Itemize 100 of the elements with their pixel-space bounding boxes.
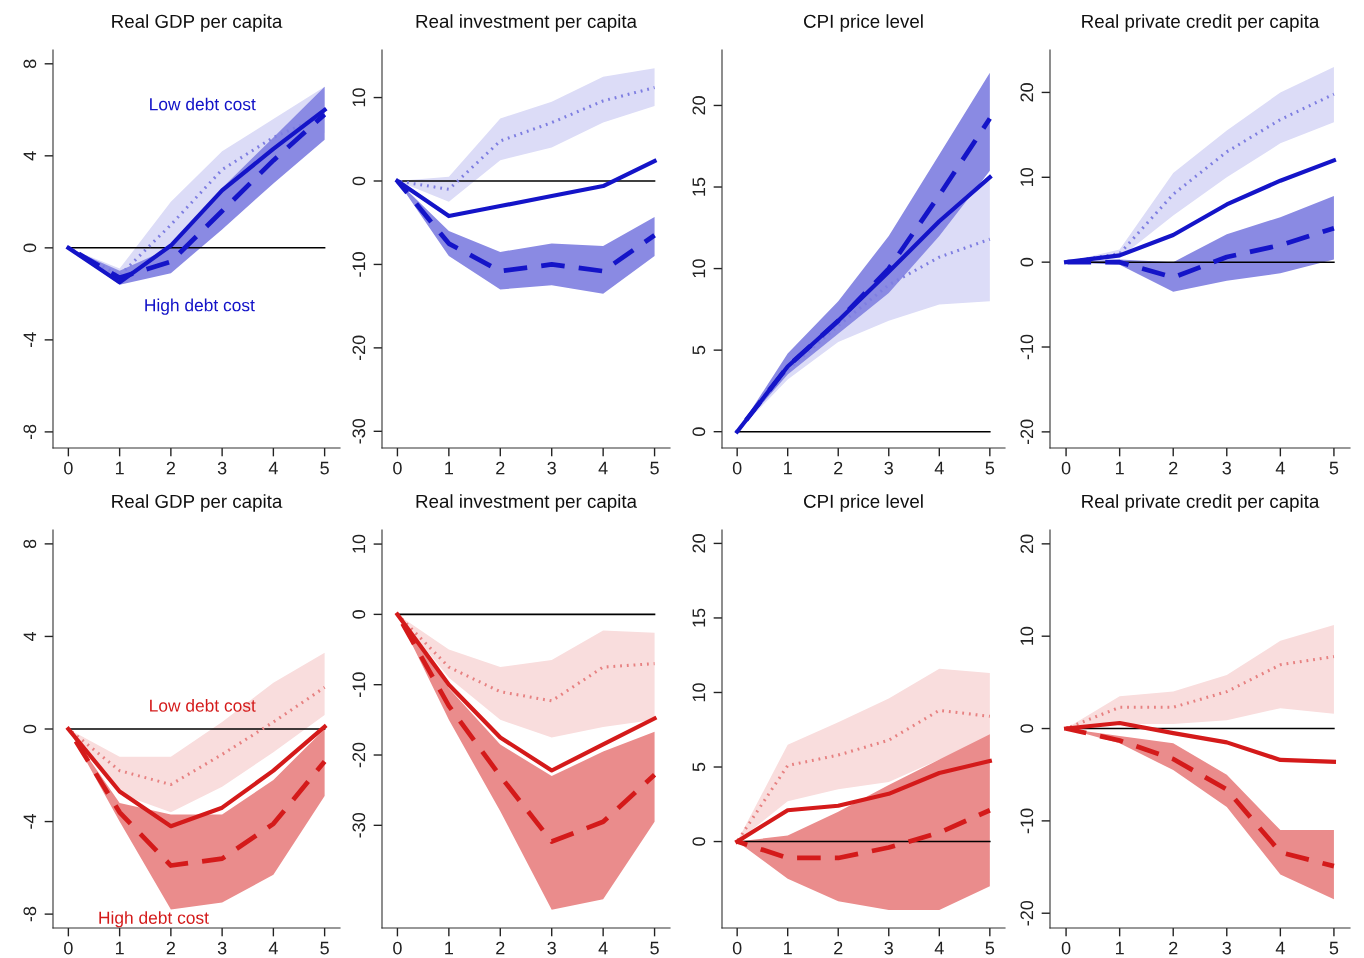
annotation: High debt cost <box>145 298 255 315</box>
x-tick-label: 1 <box>1116 941 1124 955</box>
y-tick-label: -8 <box>23 906 37 922</box>
chart-title: Real GDP per capita <box>112 14 283 32</box>
chart-title: Real investment per capita <box>416 494 637 512</box>
x-tick-label: 1 <box>445 461 453 475</box>
x-tick-label: 3 <box>547 461 556 475</box>
y-tick-label: 8 <box>23 59 37 69</box>
x-tick-label: 4 <box>268 941 278 955</box>
x-tick-label: 5 <box>650 941 659 955</box>
y-tick-label: 10 <box>692 259 706 278</box>
x-tick-label: 3 <box>547 941 556 955</box>
x-tick-label: 4 <box>1275 461 1285 475</box>
x-tick-label: 5 <box>1329 461 1339 475</box>
y-tick-label: -30 <box>352 418 366 444</box>
y-tick-label: -4 <box>23 814 37 829</box>
x-tick-label: 5 <box>650 461 659 475</box>
chart-title: CPI price level <box>804 14 923 32</box>
chart-title: Real private credit per capita <box>1082 14 1320 32</box>
y-tick-label: 0 <box>23 724 37 734</box>
y-tick-label: 0 <box>23 243 37 253</box>
x-tick-label: 1 <box>784 941 792 955</box>
x-tick-label: 2 <box>166 941 175 955</box>
x-tick-label: 3 <box>884 461 893 475</box>
chart-title: Real investment per capita <box>416 14 637 32</box>
y-tick-label: -20 <box>352 742 366 768</box>
y-tick-label: 15 <box>692 608 706 627</box>
y-tick-label: 8 <box>23 539 37 549</box>
x-tick-label: 4 <box>598 461 608 475</box>
x-tick-label: 5 <box>320 461 329 475</box>
x-tick-label: 2 <box>496 941 505 955</box>
x-tick-label: 2 <box>166 461 175 475</box>
y-tick-label: 15 <box>692 177 706 196</box>
x-tick-label: 4 <box>934 941 944 955</box>
annotation: High debt cost <box>99 911 209 928</box>
y-tick-label: -20 <box>352 335 366 361</box>
y-tick-label: -4 <box>23 332 37 348</box>
y-tick-label: -10 <box>352 672 366 697</box>
annotation: Low debt cost <box>150 97 256 111</box>
x-tick-label: 0 <box>1061 461 1071 475</box>
y-tick-label: 0 <box>352 176 366 186</box>
x-tick-label: 3 <box>217 461 227 475</box>
y-tick-label: 10 <box>1020 626 1034 645</box>
x-tick-label: 5 <box>320 941 329 955</box>
x-tick-label: 2 <box>496 461 505 475</box>
x-tick-label: 0 <box>732 941 742 955</box>
x-tick-label: 1 <box>115 461 124 475</box>
y-tick-label: 0 <box>1020 257 1034 267</box>
x-tick-label: 4 <box>268 461 278 475</box>
y-tick-label: 20 <box>692 534 706 553</box>
y-tick-label: -30 <box>352 812 366 838</box>
x-tick-label: 3 <box>217 941 227 955</box>
y-tick-label: 10 <box>1020 167 1034 186</box>
x-tick-label: 2 <box>1169 941 1178 955</box>
annotation: Low debt cost <box>150 699 256 712</box>
y-tick-label: -20 <box>1020 900 1034 926</box>
x-tick-label: 5 <box>985 461 995 475</box>
x-tick-label: 1 <box>115 941 124 955</box>
chart-title: CPI price level <box>804 494 923 512</box>
y-tick-label: -20 <box>1020 419 1034 445</box>
x-tick-label: 4 <box>598 941 608 955</box>
x-tick-label: 5 <box>1329 941 1339 955</box>
chart-title: Real GDP per capita <box>112 494 283 512</box>
x-tick-label: 0 <box>732 461 742 475</box>
x-tick-label: 0 <box>1061 941 1071 955</box>
y-tick-label: 10 <box>352 534 366 553</box>
x-tick-label: 0 <box>393 461 402 475</box>
y-tick-label: 5 <box>692 345 706 355</box>
y-tick-label: 4 <box>23 151 37 161</box>
x-tick-label: 3 <box>1222 941 1232 955</box>
y-tick-label: 20 <box>692 96 706 115</box>
y-tick-label: 0 <box>1020 724 1034 733</box>
y-tick-label: 20 <box>1020 83 1034 102</box>
y-tick-label: 10 <box>352 88 366 107</box>
x-tick-label: 4 <box>934 461 944 475</box>
y-tick-label: 0 <box>692 837 706 846</box>
x-tick-label: 2 <box>834 941 843 955</box>
y-tick-label: 0 <box>692 427 706 436</box>
x-tick-label: 0 <box>64 461 73 475</box>
y-tick-label: -10 <box>1020 334 1034 360</box>
x-tick-label: 2 <box>834 461 843 475</box>
x-tick-label: 0 <box>64 941 73 955</box>
y-tick-label: -10 <box>1020 808 1034 834</box>
y-tick-label: -8 <box>23 424 37 440</box>
y-tick-label: 4 <box>23 631 37 642</box>
x-tick-label: 2 <box>1169 461 1178 475</box>
y-tick-label: 5 <box>692 762 706 772</box>
x-tick-label: 1 <box>784 461 792 475</box>
x-tick-label: 0 <box>393 941 402 955</box>
x-tick-label: 1 <box>1116 461 1124 475</box>
x-tick-label: 5 <box>985 941 995 955</box>
y-tick-label: 10 <box>692 683 706 702</box>
x-tick-label: 1 <box>445 941 453 955</box>
y-tick-label: -10 <box>352 252 366 277</box>
y-tick-label: 0 <box>352 610 366 619</box>
chart-title: Real private credit per capita <box>1082 494 1320 512</box>
y-tick-label: 20 <box>1020 534 1034 553</box>
x-tick-label: 4 <box>1275 941 1285 955</box>
x-tick-label: 3 <box>1222 461 1232 475</box>
x-tick-label: 3 <box>884 941 893 955</box>
